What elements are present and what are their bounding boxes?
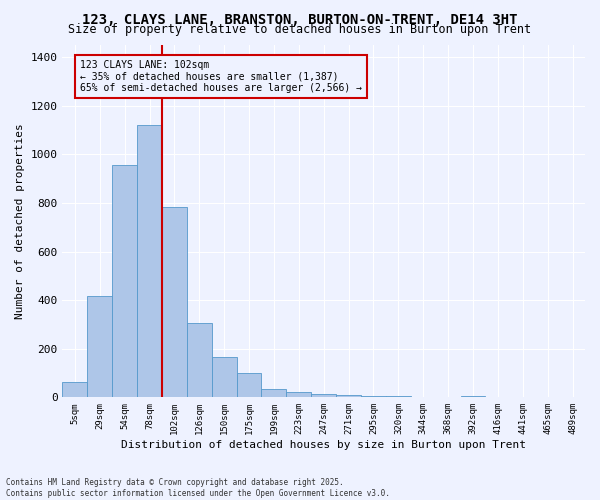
Bar bbox=[311, 394, 336, 398]
Y-axis label: Number of detached properties: Number of detached properties bbox=[15, 124, 25, 319]
Bar bbox=[336, 395, 361, 398]
Bar bbox=[88, 296, 112, 398]
Bar bbox=[162, 206, 187, 398]
Bar bbox=[236, 373, 262, 398]
Bar bbox=[262, 389, 286, 398]
Text: Contains HM Land Registry data © Crown copyright and database right 2025.
Contai: Contains HM Land Registry data © Crown c… bbox=[6, 478, 390, 498]
Bar bbox=[187, 323, 212, 398]
X-axis label: Distribution of detached houses by size in Burton upon Trent: Distribution of detached houses by size … bbox=[121, 440, 526, 450]
Bar bbox=[361, 396, 386, 398]
Bar bbox=[62, 382, 88, 398]
Bar bbox=[212, 357, 236, 398]
Bar bbox=[286, 392, 311, 398]
Bar bbox=[386, 396, 411, 398]
Text: Size of property relative to detached houses in Burton upon Trent: Size of property relative to detached ho… bbox=[68, 22, 532, 36]
Bar bbox=[461, 396, 485, 398]
Bar bbox=[137, 125, 162, 398]
Bar bbox=[112, 166, 137, 398]
Text: 123, CLAYS LANE, BRANSTON, BURTON-ON-TRENT, DE14 3HT: 123, CLAYS LANE, BRANSTON, BURTON-ON-TRE… bbox=[82, 12, 518, 26]
Text: 123 CLAYS LANE: 102sqm
← 35% of detached houses are smaller (1,387)
65% of semi-: 123 CLAYS LANE: 102sqm ← 35% of detached… bbox=[80, 60, 362, 93]
